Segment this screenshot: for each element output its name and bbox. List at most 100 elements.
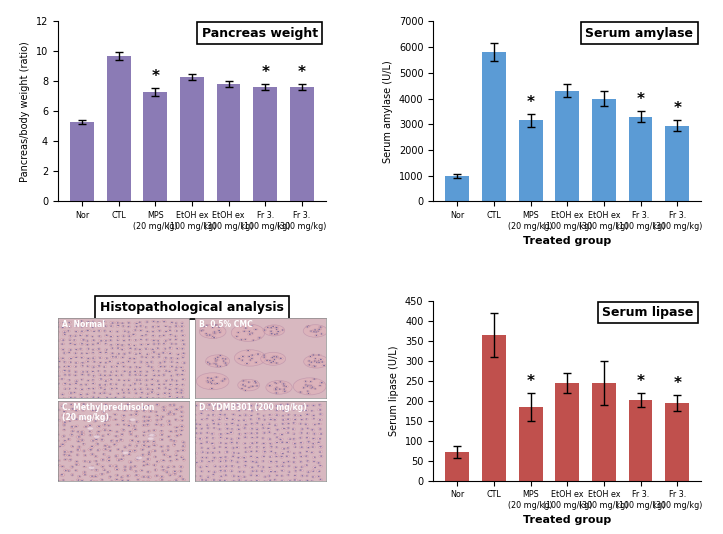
Ellipse shape: [68, 438, 69, 439]
Ellipse shape: [56, 366, 61, 368]
Ellipse shape: [215, 377, 217, 378]
Ellipse shape: [156, 393, 160, 395]
Ellipse shape: [215, 358, 216, 359]
Ellipse shape: [235, 336, 239, 337]
Ellipse shape: [276, 437, 278, 438]
Ellipse shape: [261, 423, 265, 426]
Ellipse shape: [309, 356, 311, 357]
Ellipse shape: [300, 466, 304, 468]
Ellipse shape: [168, 371, 171, 372]
Ellipse shape: [209, 381, 213, 383]
Ellipse shape: [281, 475, 284, 477]
Ellipse shape: [80, 362, 85, 364]
Ellipse shape: [294, 457, 295, 458]
Ellipse shape: [158, 388, 160, 389]
Ellipse shape: [286, 414, 291, 415]
Ellipse shape: [115, 375, 119, 376]
Ellipse shape: [70, 404, 73, 406]
Ellipse shape: [93, 321, 94, 322]
Ellipse shape: [244, 457, 245, 458]
Ellipse shape: [176, 353, 179, 355]
Ellipse shape: [307, 405, 308, 406]
Ellipse shape: [299, 423, 302, 425]
Ellipse shape: [262, 481, 267, 483]
Ellipse shape: [103, 444, 108, 447]
Ellipse shape: [233, 414, 234, 415]
Ellipse shape: [160, 366, 161, 367]
Ellipse shape: [58, 445, 61, 447]
Ellipse shape: [114, 405, 118, 407]
Ellipse shape: [148, 410, 153, 413]
Ellipse shape: [130, 462, 132, 463]
Ellipse shape: [299, 469, 304, 472]
Ellipse shape: [70, 451, 72, 452]
Ellipse shape: [63, 423, 66, 427]
Ellipse shape: [314, 388, 317, 390]
Ellipse shape: [58, 375, 59, 376]
Ellipse shape: [179, 326, 184, 327]
Ellipse shape: [261, 470, 263, 472]
Ellipse shape: [121, 414, 126, 418]
Ellipse shape: [306, 480, 309, 482]
Ellipse shape: [80, 356, 84, 358]
Ellipse shape: [194, 414, 197, 416]
Ellipse shape: [177, 358, 178, 359]
Ellipse shape: [315, 358, 316, 359]
Ellipse shape: [218, 330, 220, 331]
Ellipse shape: [215, 324, 219, 326]
Ellipse shape: [241, 356, 245, 357]
Ellipse shape: [162, 397, 166, 399]
Ellipse shape: [281, 469, 285, 472]
Ellipse shape: [256, 446, 260, 449]
Ellipse shape: [244, 476, 245, 477]
Ellipse shape: [294, 419, 296, 420]
Ellipse shape: [98, 351, 102, 354]
Ellipse shape: [312, 438, 315, 439]
Ellipse shape: [95, 443, 99, 446]
Ellipse shape: [135, 420, 139, 423]
Ellipse shape: [169, 361, 174, 363]
Ellipse shape: [134, 340, 137, 341]
Ellipse shape: [275, 441, 278, 444]
Ellipse shape: [147, 424, 148, 425]
Ellipse shape: [287, 419, 289, 420]
Ellipse shape: [117, 348, 119, 349]
Ellipse shape: [156, 321, 161, 323]
Ellipse shape: [74, 409, 78, 412]
Ellipse shape: [300, 415, 301, 416]
Ellipse shape: [121, 451, 123, 452]
Ellipse shape: [249, 428, 253, 430]
Ellipse shape: [105, 396, 108, 399]
Ellipse shape: [294, 443, 296, 444]
Ellipse shape: [170, 475, 171, 476]
Ellipse shape: [179, 470, 182, 472]
Ellipse shape: [69, 342, 73, 345]
Ellipse shape: [62, 349, 64, 350]
Ellipse shape: [108, 460, 110, 461]
Ellipse shape: [161, 446, 162, 447]
Ellipse shape: [113, 443, 117, 446]
Ellipse shape: [251, 386, 252, 387]
Ellipse shape: [103, 411, 104, 412]
Ellipse shape: [134, 322, 138, 324]
Ellipse shape: [163, 469, 164, 470]
Ellipse shape: [105, 325, 108, 327]
Ellipse shape: [56, 465, 61, 467]
Ellipse shape: [318, 427, 322, 430]
Ellipse shape: [77, 431, 79, 432]
Ellipse shape: [215, 364, 217, 365]
Ellipse shape: [150, 389, 154, 391]
Ellipse shape: [182, 379, 184, 380]
Ellipse shape: [292, 428, 296, 431]
Ellipse shape: [87, 405, 90, 407]
Ellipse shape: [181, 356, 185, 358]
Ellipse shape: [230, 438, 234, 440]
Ellipse shape: [305, 424, 307, 425]
Ellipse shape: [77, 441, 80, 442]
Ellipse shape: [223, 480, 227, 482]
Ellipse shape: [283, 388, 286, 390]
Ellipse shape: [281, 475, 283, 476]
Ellipse shape: [276, 387, 277, 388]
Ellipse shape: [103, 329, 106, 332]
Ellipse shape: [214, 472, 215, 473]
